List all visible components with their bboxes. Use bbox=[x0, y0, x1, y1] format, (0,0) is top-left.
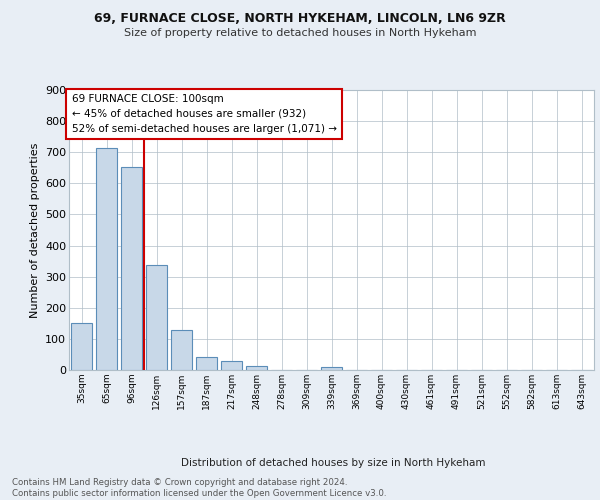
Bar bbox=[96, 148, 117, 370]
Text: 69, FURNACE CLOSE, NORTH HYKEHAM, LINCOLN, LN6 9ZR: 69, FURNACE CLOSE, NORTH HYKEHAM, LINCOL… bbox=[94, 12, 506, 26]
Text: Size of property relative to detached houses in North Hykeham: Size of property relative to detached ho… bbox=[124, 28, 476, 38]
Bar bbox=[71, 324, 92, 370]
Bar bbox=[146, 265, 167, 370]
Bar bbox=[196, 357, 217, 370]
Bar bbox=[321, 367, 342, 370]
Text: Distribution of detached houses by size in North Hykeham: Distribution of detached houses by size … bbox=[181, 458, 485, 468]
Bar bbox=[221, 360, 242, 370]
Text: Contains HM Land Registry data © Crown copyright and database right 2024.
Contai: Contains HM Land Registry data © Crown c… bbox=[12, 478, 386, 498]
Bar bbox=[171, 330, 192, 370]
Bar bbox=[121, 168, 142, 370]
Y-axis label: Number of detached properties: Number of detached properties bbox=[29, 142, 40, 318]
Text: 69 FURNACE CLOSE: 100sqm
← 45% of detached houses are smaller (932)
52% of semi-: 69 FURNACE CLOSE: 100sqm ← 45% of detach… bbox=[71, 94, 337, 134]
Bar bbox=[246, 366, 267, 370]
